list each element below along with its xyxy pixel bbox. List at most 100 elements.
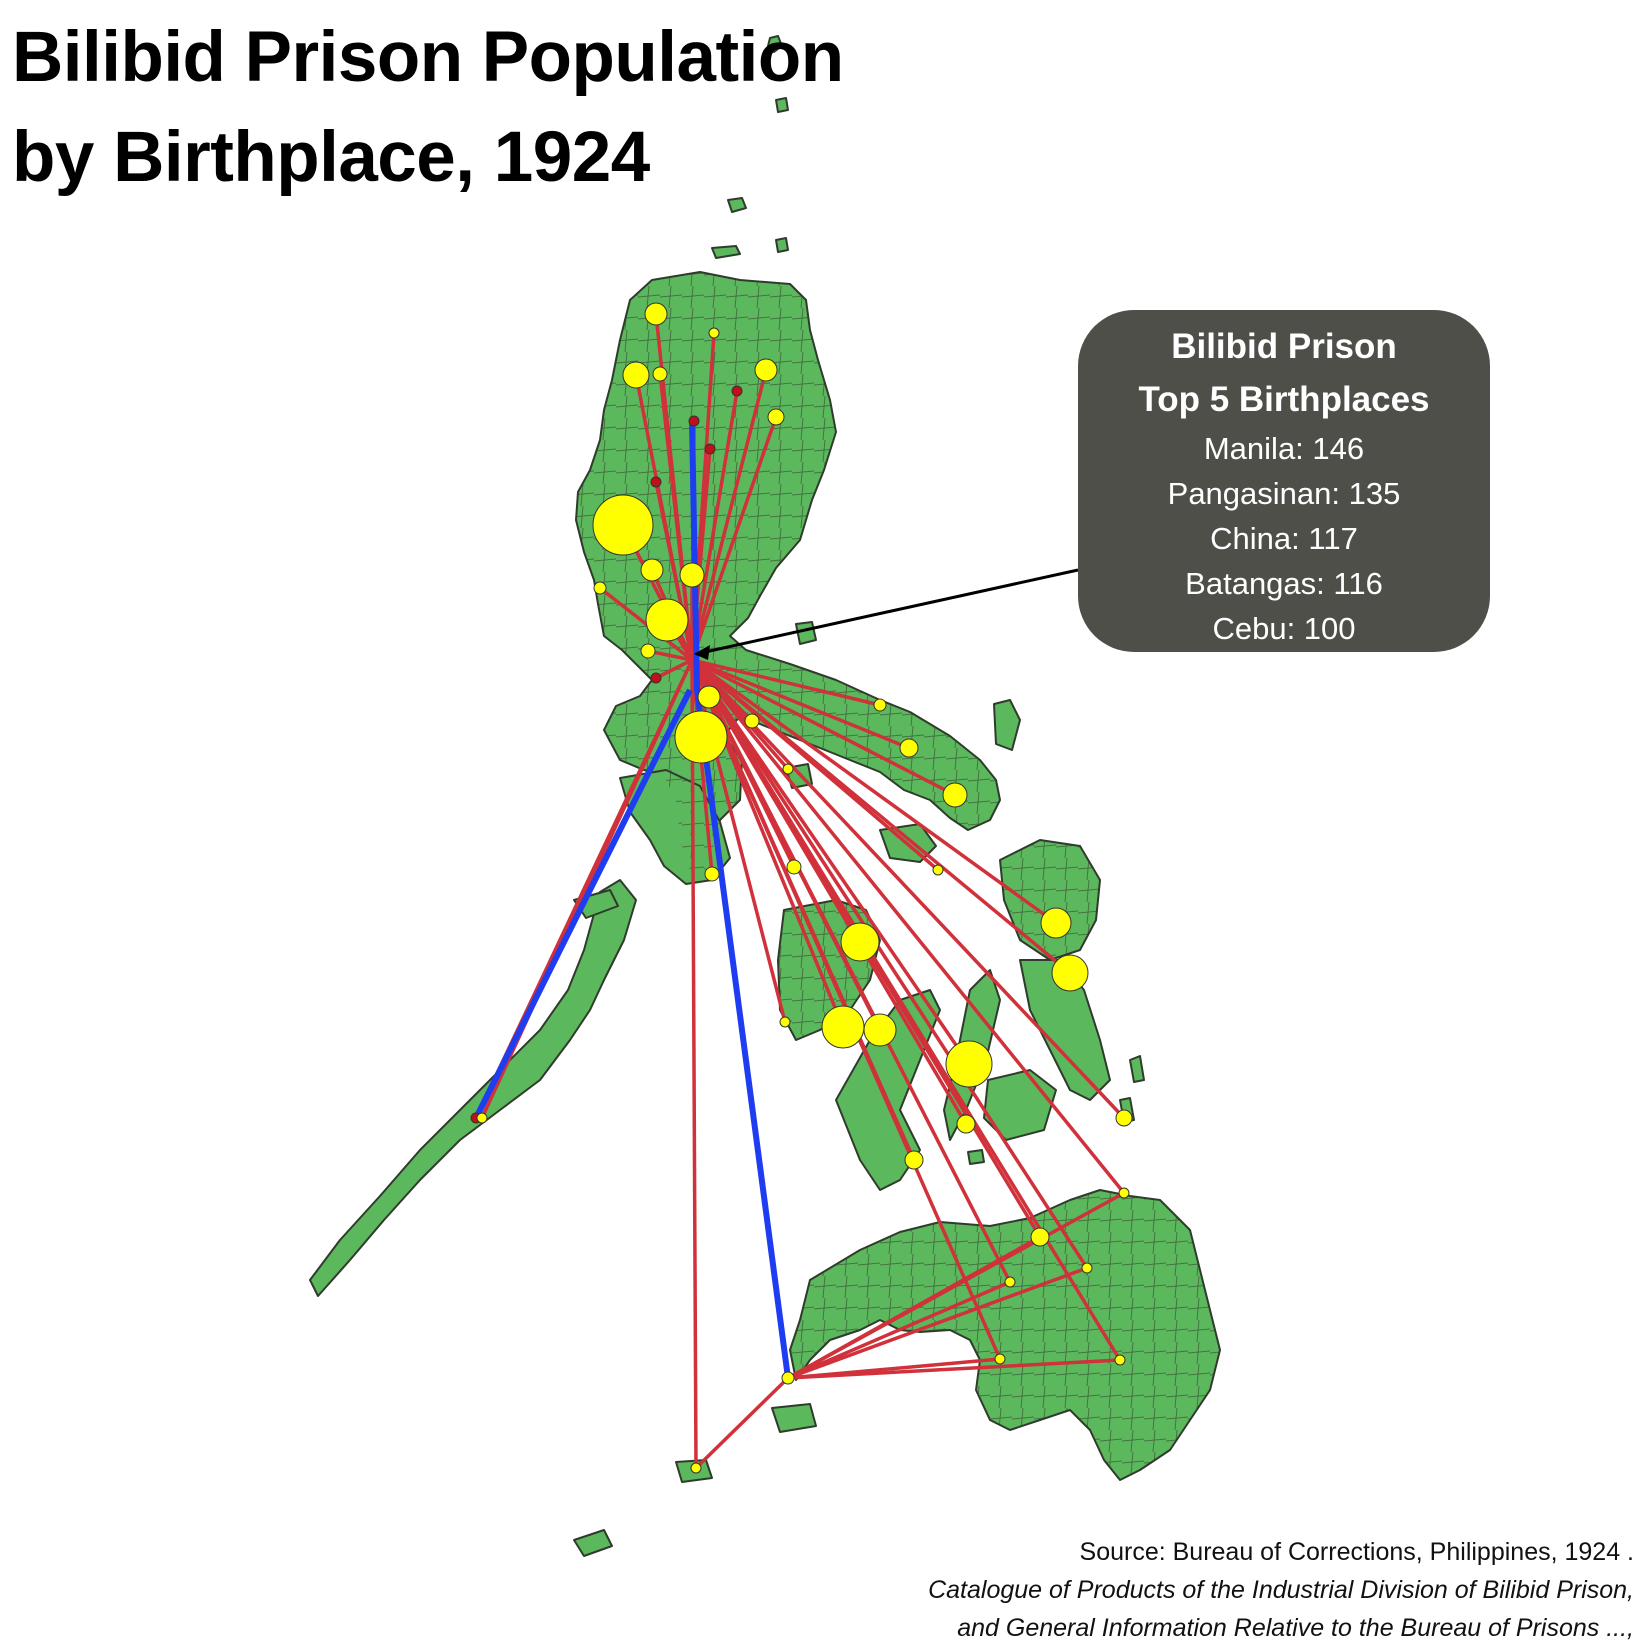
birthplace-circle	[697, 685, 721, 709]
birthplace-circle	[1118, 1187, 1130, 1199]
flow-line	[787, 1266, 1088, 1380]
birthplace-circle	[644, 302, 668, 326]
flow-line	[690, 659, 971, 1065]
callout-heading: Bilibid Prison Top 5 Birthplaces	[1078, 320, 1490, 426]
flow-line	[694, 1376, 790, 1470]
birthplace-circle	[674, 710, 728, 764]
island-camiguin-n	[775, 237, 789, 253]
island-siquijor	[967, 1149, 985, 1165]
callout-pointer	[694, 568, 1079, 660]
flow-line	[787, 1358, 1121, 1380]
flow-line	[690, 369, 768, 661]
birthplace-circle	[1115, 1109, 1133, 1127]
birthplace-circle	[1114, 1354, 1126, 1366]
top-birthplaces-callout: Bilibid Prison Top 5 Birthplaces Manila:…	[1078, 310, 1490, 652]
birthplace-circle	[932, 864, 944, 876]
callout-item-4: Batangas: 116	[1185, 566, 1383, 601]
birthplace-circle	[1051, 954, 1089, 992]
callout-heading-line-2: Top 5 Birthplaces	[1138, 380, 1430, 419]
flow-line	[690, 659, 698, 1469]
highlight-route-line	[473, 688, 693, 1120]
birthplace-circle	[690, 1462, 702, 1474]
source-line-1: Source: Bureau of Corrections, Philippin…	[1079, 1538, 1634, 1566]
birthplace-circle	[708, 327, 720, 339]
birthplace-circle	[956, 1114, 976, 1134]
birthplace-circle	[821, 1005, 865, 1049]
birthplace-circle	[767, 408, 785, 426]
birthplace-circle	[873, 698, 887, 712]
flow-line	[655, 658, 693, 680]
island-batanes	[767, 35, 783, 53]
birthplace-circle	[476, 1112, 488, 1124]
island-catanduanes	[993, 699, 1021, 751]
flow-line	[690, 658, 1126, 1120]
small-marker	[650, 476, 662, 488]
small-marker	[688, 415, 700, 427]
flow-line	[654, 481, 694, 661]
birthplace-circle	[904, 1150, 924, 1170]
birthplace-circle	[640, 558, 664, 582]
flow-line	[691, 658, 956, 797]
flow-line	[690, 659, 1012, 1283]
birthplace-circle	[1004, 1276, 1016, 1288]
birthplace-circle	[652, 366, 668, 382]
callout-item-3: China: 117	[1210, 521, 1358, 556]
flow-line	[691, 658, 881, 707]
callout-item-2: Pangasinan: 135	[1167, 476, 1401, 511]
birthplace-circle	[994, 1353, 1006, 1365]
island-babuyan	[727, 197, 747, 213]
flow-line	[787, 1280, 1011, 1380]
birthplace-circle	[782, 763, 794, 775]
birthplace-circle	[1040, 907, 1072, 939]
birthplace-circle	[779, 1016, 791, 1028]
map-title-line-1: Bilibid Prison Population	[12, 18, 844, 97]
birthplace-circles	[470, 302, 1133, 1474]
birthplace-circle	[786, 859, 802, 875]
birthplace-circle	[1081, 1262, 1093, 1274]
flow-lines	[473, 313, 1126, 1470]
birthplace-circle	[781, 1371, 795, 1385]
highlight-route-line	[689, 419, 791, 1379]
island-siargao	[1129, 1055, 1145, 1083]
birthplace-circle	[640, 643, 656, 659]
flow-line	[690, 659, 1122, 1361]
callout-item-1: Manila: 146	[1203, 431, 1365, 466]
small-marker	[704, 443, 716, 455]
flow-line	[690, 658, 1072, 975]
island-calayan	[711, 245, 741, 259]
flow-line	[787, 1235, 1041, 1380]
birthplace-circle	[622, 361, 650, 389]
birthplace-circle	[840, 922, 880, 962]
birthplace-circle	[863, 1013, 897, 1047]
island-bohol	[983, 1069, 1057, 1141]
birthplace-circle	[645, 598, 689, 642]
birthplace-circle	[592, 494, 654, 556]
island-tawi-tawi	[573, 1529, 613, 1557]
island-polillo	[795, 621, 817, 645]
island-palawan	[309, 879, 637, 1297]
flow-line	[690, 658, 1058, 925]
flow-line	[690, 658, 1126, 1195]
small-marker	[650, 672, 662, 684]
island-batanes-2	[775, 97, 789, 113]
birthplace-circle	[679, 562, 705, 588]
callout-item-5: Cebu: 100	[1212, 611, 1356, 646]
birthplace-circle	[945, 1040, 993, 1088]
birthplace-circle	[754, 358, 778, 382]
flow-line	[690, 659, 1089, 1269]
flow-line	[690, 390, 739, 661]
flow-line	[690, 416, 778, 661]
birthplace-circle	[899, 738, 919, 758]
birthplace-circle	[1030, 1227, 1050, 1247]
map-title-line-2: by Birthplace, 1924	[12, 118, 650, 197]
island-basilan	[771, 1403, 817, 1433]
source-line-2: Catalogue of Products of the Industrial …	[928, 1576, 1634, 1604]
birthplace-circle	[942, 782, 968, 808]
birthplace-circle	[744, 713, 760, 729]
small-marker	[731, 385, 743, 397]
callout-heading-line-1: Bilibid Prison	[1171, 327, 1397, 366]
flow-line	[691, 658, 910, 750]
source-line-3: and General Information Relative to the …	[957, 1614, 1634, 1642]
birthplace-circle	[704, 866, 720, 882]
